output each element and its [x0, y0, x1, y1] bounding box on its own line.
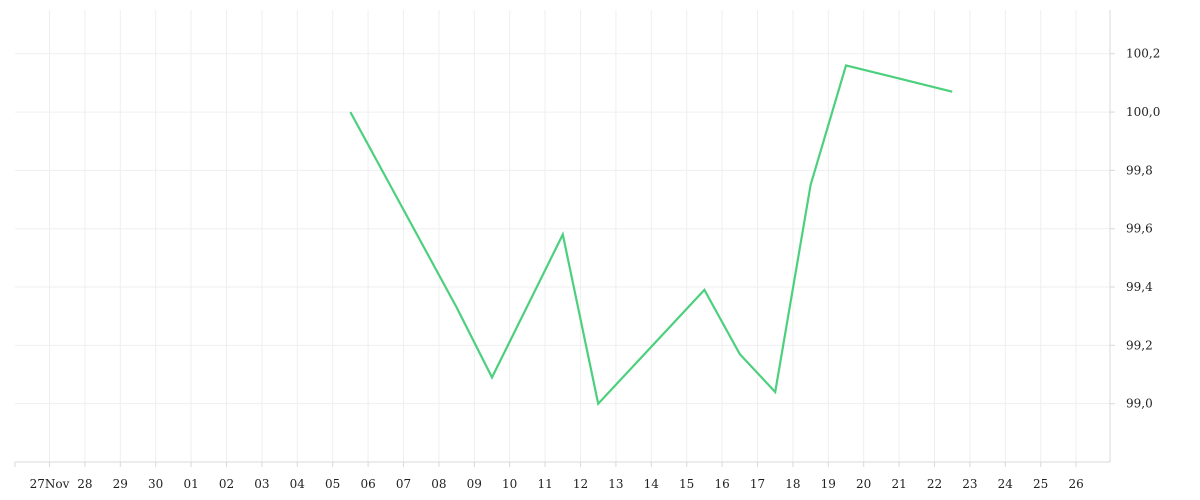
y-tick-label: 99,0 — [1126, 397, 1153, 411]
x-tick-label: 17 — [750, 477, 765, 491]
x-tick-label: 30 — [148, 477, 163, 491]
x-tick-label: 03 — [254, 477, 269, 491]
x-tick-label: 07 — [396, 477, 411, 491]
y-tick-label: 100,0 — [1126, 105, 1160, 119]
x-tick-label: 16 — [714, 477, 729, 491]
tick-labels: 27Nov 28 29 30 01 02 03 04 05 06 07 08 09 10 11 12 13 14 1… — [30, 47, 1161, 491]
y-tick-label: 99,4 — [1126, 280, 1153, 294]
x-tick-label: 15 — [679, 477, 694, 491]
x-tick-label: 23 — [962, 477, 977, 491]
x-tick-label: 04 — [290, 477, 306, 491]
x-tick-label: 14 — [644, 477, 660, 491]
x-tick-label: 10 — [502, 477, 517, 491]
x-tick-label: 01 — [183, 477, 198, 491]
x-tick-label: 13 — [608, 477, 623, 491]
x-tick-label: 11 — [537, 477, 552, 491]
x-tick-label: 25 — [1033, 477, 1048, 491]
x-tick-label: 18 — [785, 477, 800, 491]
x-tick-label: 12 — [573, 477, 588, 491]
x-tick-label: 28 — [77, 477, 92, 491]
x-tick-label: 24 — [998, 477, 1014, 491]
x-tick-label: 08 — [431, 477, 446, 491]
x-tick-label: 29 — [113, 477, 128, 491]
x-tick-label: 09 — [467, 477, 482, 491]
x-tick-label: 26 — [1068, 477, 1083, 491]
x-tick-label: 21 — [891, 477, 906, 491]
y-tick-label: 100,2 — [1126, 47, 1160, 61]
y-tick-label: 99,8 — [1126, 163, 1153, 177]
x-tick-label: 06 — [360, 477, 375, 491]
x-tick-label: 27Nov — [30, 477, 70, 491]
y-tick-label: 99,2 — [1126, 338, 1153, 352]
y-tick-label: 99,6 — [1126, 222, 1153, 236]
x-tick-label: 20 — [856, 477, 871, 491]
grid — [15, 10, 1111, 462]
x-tick-label: 22 — [927, 477, 942, 491]
x-tick-label: 02 — [219, 477, 234, 491]
x-tick-label: 19 — [821, 477, 836, 491]
x-tick-label: 05 — [325, 477, 340, 491]
series-layer — [349, 64, 953, 407]
axes — [14, 10, 1115, 467]
